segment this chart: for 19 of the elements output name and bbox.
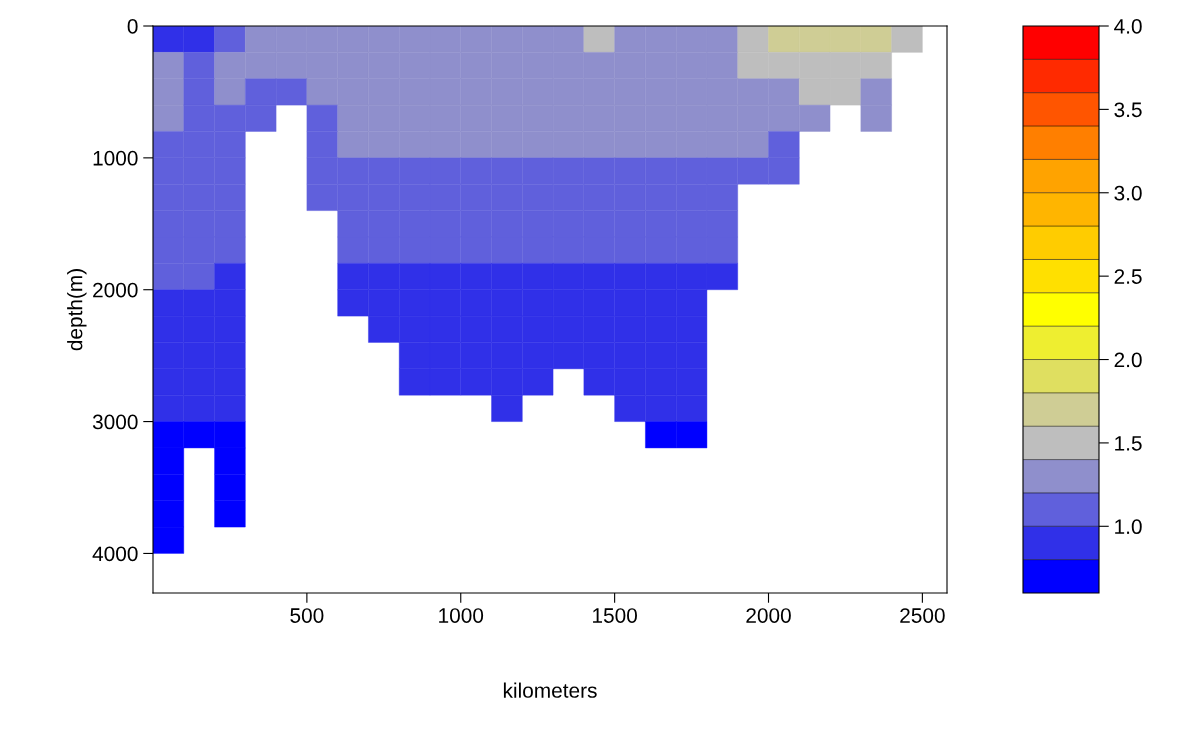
y-tick-label: 2000 [93,282,138,298]
color-bar-label: 1.0 [1115,519,1142,535]
x-tick-label: 500 [290,608,324,623]
x-tick-label: 2500 [900,608,945,623]
color-bar-label: 2.0 [1114,352,1142,368]
y-tick-label: 3000 [92,414,138,430]
color-bar-label: 4.0 [1114,19,1142,34]
x-tick-label: 2000 [746,608,791,623]
color-bar-label: 3.0 [1114,185,1142,201]
y-axis-title: depth(m) [67,269,87,351]
y-tick-label: 4000 [92,546,138,562]
x-tick-label: 1500 [593,608,637,623]
y-tick-label: 0 [127,19,138,34]
color-bar-label: 2.5 [1114,269,1142,284]
y-tick-label: 1000 [93,150,138,166]
x-tick-label: 1000 [439,608,484,623]
color-bar-label: 1.5 [1115,436,1142,451]
x-axis-title: kilometers [503,682,597,698]
color-bar-label: 3.5 [1114,102,1142,118]
